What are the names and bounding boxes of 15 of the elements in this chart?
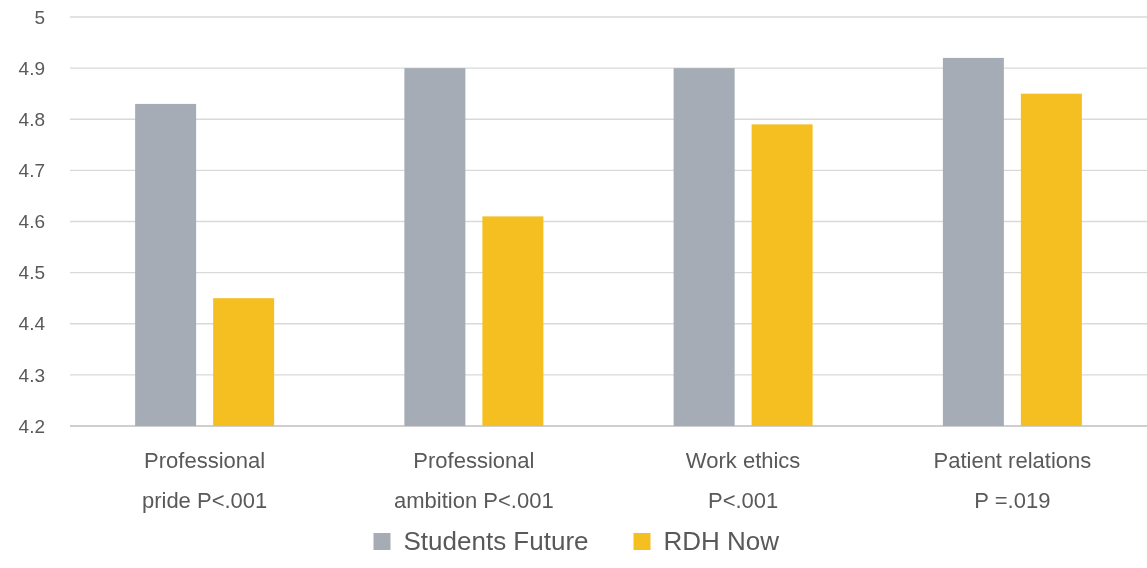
x-tick-label: Patient relations P =.019 <box>933 448 1092 513</box>
x-tick-label: Work ethics P<.001 <box>685 448 801 513</box>
y-tick-label: 4.3 <box>18 364 45 386</box>
y-tick-label: 4.7 <box>18 160 45 182</box>
x-tick-label: Professional pride P<.001 <box>141 448 268 513</box>
legend-label: RDH Now <box>663 526 780 556</box>
y-tick-label: 4.8 <box>18 108 45 130</box>
y-tick-label: 4.4 <box>18 313 46 335</box>
y-tick-label: 4.9 <box>18 57 45 79</box>
x-tick-label: Professional ambition P<.001 <box>394 448 554 513</box>
y-tick-label: 4.2 <box>18 415 45 437</box>
y-tick-label: 4.6 <box>18 211 45 233</box>
y-tick-label: 4.5 <box>18 262 45 284</box>
legend-label: Students Future <box>403 526 589 556</box>
y-tick-label: 5 <box>34 6 45 28</box>
